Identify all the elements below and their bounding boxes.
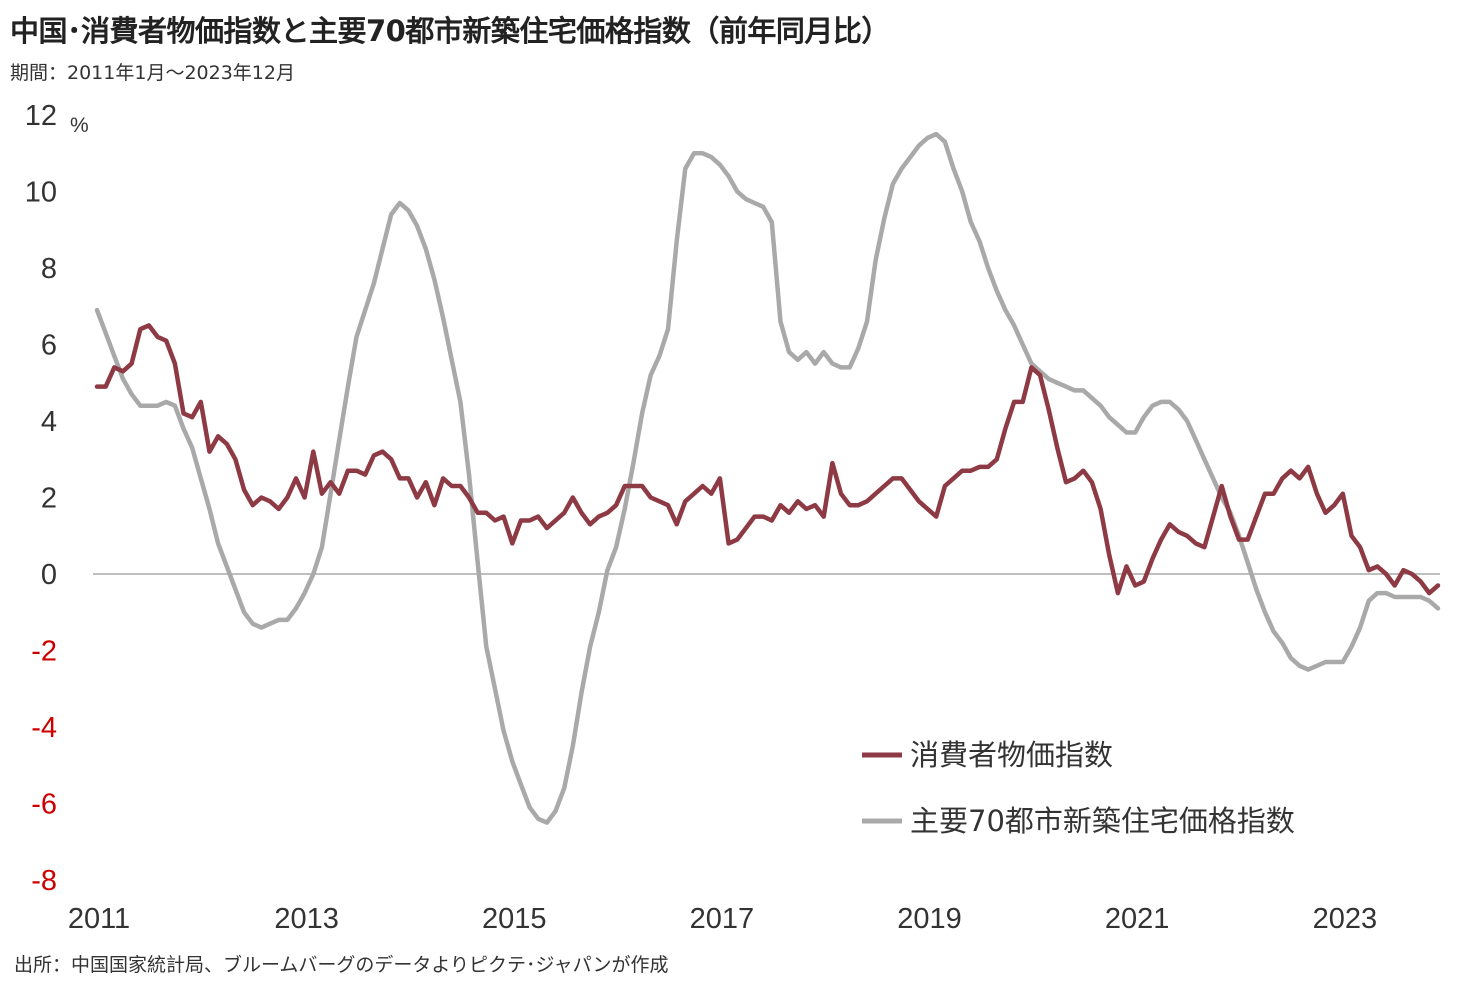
legend-label-housing-price-index: 主要70都市新築住宅価格指数 [910, 804, 1295, 838]
y-tick-label: -8 [31, 865, 57, 897]
series-line-cpi [94, 323, 1441, 596]
y-tick-label: -6 [31, 789, 57, 821]
y-tick-label: 8 [41, 253, 57, 285]
y-tick-label: -2 [31, 636, 57, 668]
y-tick-label: 10 [25, 177, 57, 209]
series-line-housing-price-index [94, 131, 1441, 825]
chart-title: 中国･消費者物価指数と主要70都市新築住宅価格指数（前年同月比） [10, 14, 890, 48]
chart-period: 期間：2011年1月～2023年12月 [10, 62, 295, 84]
y-tick-label: 12 [25, 100, 57, 132]
x-axis-ticks: 2011 2013 2015 2017 2019 2021 2023 [68, 903, 1377, 935]
legend-label-cpi: 消費者物価指数 [910, 738, 1113, 772]
y-axis-unit: % [70, 114, 89, 137]
x-tick-label: 2023 [1313, 903, 1378, 935]
y-tick-label: 6 [41, 330, 57, 362]
x-tick-label: 2017 [690, 903, 755, 935]
y-tick-label: 2 [41, 483, 57, 515]
x-tick-label: 2019 [897, 903, 962, 935]
x-tick-label: 2015 [482, 903, 547, 935]
y-tick-label: 0 [41, 559, 57, 591]
y-axis-ticks: 12 10 8 6 4 2 0 -2 -4 -6 -8 [25, 100, 57, 897]
chart-source: 出所：中国国家統計局、ブルームバーグのデータよりピクテ･ジャパンが作成 [14, 954, 669, 976]
x-tick-label: 2021 [1105, 903, 1170, 935]
legend: 消費者物価指数 主要70都市新築住宅価格指数 [862, 738, 1295, 838]
x-tick-label: 2013 [274, 903, 339, 935]
y-tick-label: -4 [31, 712, 57, 744]
y-tick-label: 4 [41, 406, 57, 438]
x-tick-label: 2011 [68, 903, 130, 935]
